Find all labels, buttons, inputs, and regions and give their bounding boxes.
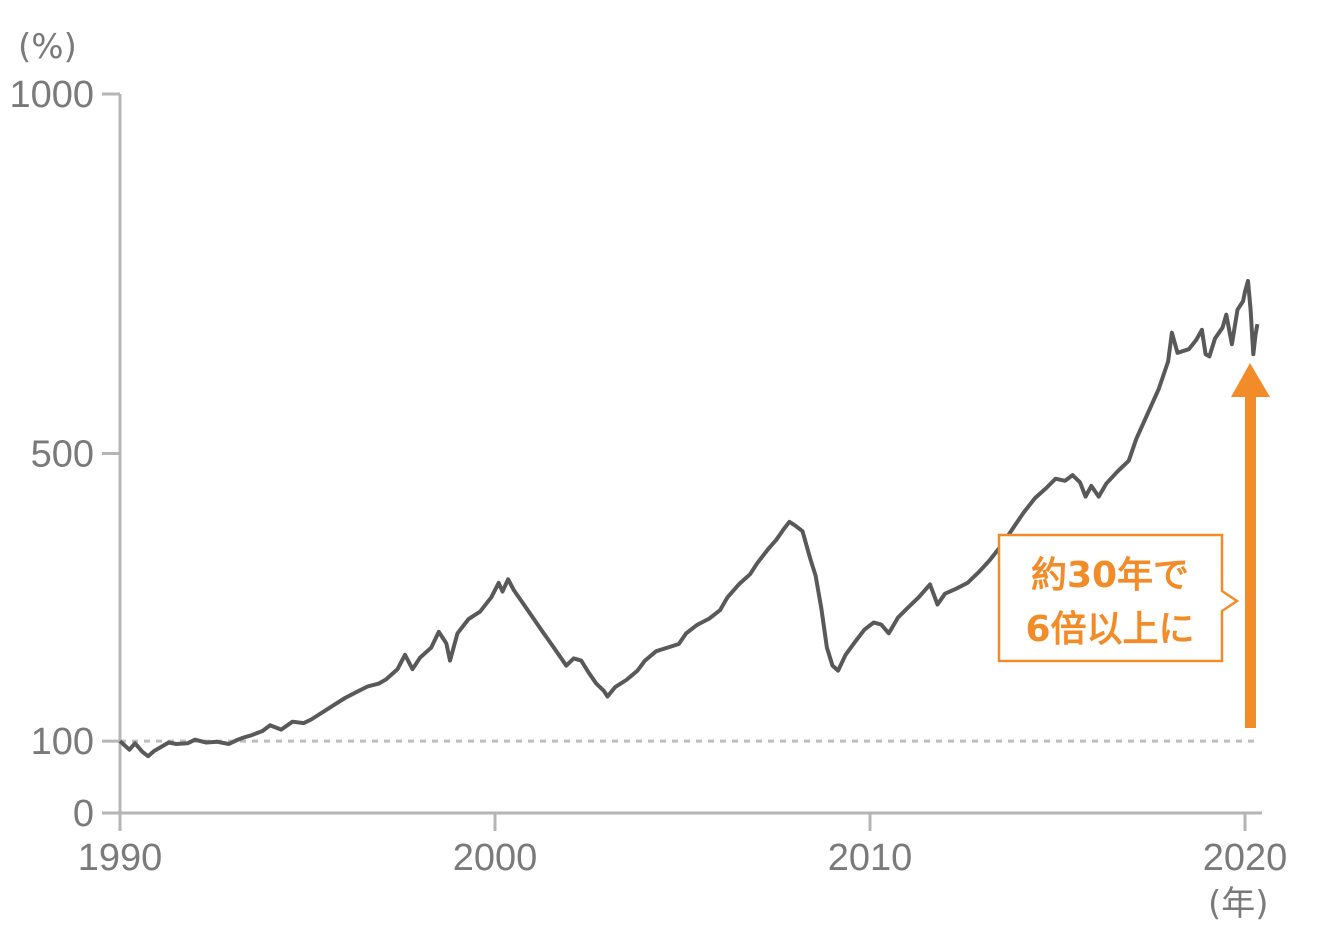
growth-callout: 約30年で 6倍以上に xyxy=(997,533,1240,663)
x-tick-label: 2020 xyxy=(1203,837,1288,879)
y-tick-label: 500 xyxy=(31,434,94,476)
x-tick-label: 2010 xyxy=(828,837,913,879)
x-tick-label: 1990 xyxy=(78,837,163,879)
index-series-line xyxy=(118,278,1260,759)
y-axis-ticks: 0 100 500 1000 xyxy=(9,74,120,835)
callout-line-2: 6倍以上に xyxy=(1025,609,1194,650)
callout-box xyxy=(997,533,1240,663)
y-tick-label: 0 xyxy=(73,793,94,835)
growth-arrow xyxy=(1231,363,1270,728)
x-axis-ticks: 1990 2000 2010 2020 xyxy=(78,813,1288,879)
y-unit-label: (%) xyxy=(18,27,77,67)
y-tick-label: 100 xyxy=(31,721,94,763)
growth-arrow-head xyxy=(1231,363,1270,397)
growth-arrow-shaft xyxy=(1245,396,1256,728)
callout-line-1: 約30年で xyxy=(1031,555,1189,596)
y-tick-label: 1000 xyxy=(9,74,94,116)
x-unit-label: (年) xyxy=(1208,884,1269,924)
x-tick-label: 2000 xyxy=(453,837,538,879)
